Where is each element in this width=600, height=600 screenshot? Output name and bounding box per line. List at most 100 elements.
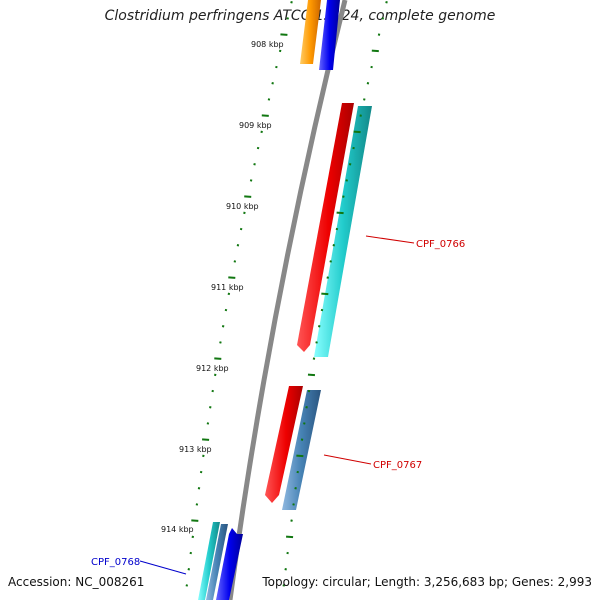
inner-ruler-tick-mark xyxy=(213,373,217,377)
outer-ruler-tick-mark xyxy=(370,65,373,69)
outer-ruler-tick-mark xyxy=(366,82,370,85)
inner-ruler-ticks xyxy=(185,1,293,587)
outer-ruler-tick-mark xyxy=(352,146,355,150)
inner-ruler-tick-mark xyxy=(224,308,228,312)
inner-ruler-tick-mark xyxy=(191,535,195,539)
outer-ruler-tick-mark xyxy=(381,17,385,20)
map-title: Clostridium perfringens ATCC 13124, comp… xyxy=(104,8,496,24)
outer-ruler-tick-mark xyxy=(300,438,304,441)
gene-label-cpf0767[interactable]: CPF_0767 xyxy=(373,460,422,471)
gene-cyan-cpf0766 xyxy=(314,106,372,357)
inner-ruler-tick-mark xyxy=(228,276,236,279)
inner-ruler-tick-mark xyxy=(206,422,210,425)
outer-ruler-tick-mark xyxy=(359,114,362,117)
outer-ruler-tick-mark xyxy=(336,211,344,215)
tick-label-911: 911 kbp xyxy=(211,283,244,292)
outer-ruler-tick-mark xyxy=(329,260,332,263)
outer-ruler-tick-mark xyxy=(286,551,289,555)
gene-label-cpf0766[interactable]: CPF_0766 xyxy=(416,239,465,250)
inner-ruler-tick-mark xyxy=(249,179,253,182)
outer-ruler-tick-mark xyxy=(321,292,329,296)
tick-label-914: 914 kbp xyxy=(161,525,194,534)
outer-ruler-tick-mark xyxy=(307,373,316,377)
outer-ruler-tick-mark xyxy=(296,454,304,458)
outer-ruler-tick-mark xyxy=(326,276,329,279)
inner-ruler-tick-mark xyxy=(236,244,240,247)
inner-ruler-tick-mark xyxy=(189,551,193,555)
inner-ruler-tick-mark xyxy=(275,65,278,69)
outer-ruler-tick-mark xyxy=(312,357,316,360)
inner-ruler-tick-mark xyxy=(280,33,288,36)
inner-ruler-tick-mark xyxy=(253,163,256,166)
outer-ruler-tick-mark xyxy=(385,1,388,4)
inner-ruler-tick-mark xyxy=(243,211,246,215)
inner-ruler-tick-mark xyxy=(185,584,189,587)
gene-features xyxy=(198,0,372,600)
outer-ruler-tick-mark xyxy=(332,244,336,247)
inner-ruler-tick-mark xyxy=(233,260,237,263)
gene-steelblue-cpf0767 xyxy=(282,390,321,510)
label-line-cpf0768 xyxy=(139,560,187,575)
topology-info: Topology: circular; Length: 3,256,683 bp… xyxy=(262,575,592,589)
outer-ruler-tick-mark xyxy=(284,568,287,571)
gene-blue-cpf0768 xyxy=(216,528,243,600)
tick-label-910: 910 kbp xyxy=(226,202,259,211)
outer-ruler-tick-mark xyxy=(377,33,381,36)
outer-ruler-tick-mark xyxy=(320,308,324,312)
outer-ruler-ticks xyxy=(282,1,388,587)
outer-ruler-tick-mark xyxy=(296,470,299,474)
accession-label: Accession: NC_008261 xyxy=(8,575,145,589)
label-line-cpf0766 xyxy=(365,235,415,244)
inner-ruler-tick-mark xyxy=(239,227,243,231)
outer-ruler-tick-mark xyxy=(348,163,352,166)
inner-ruler-tick-mark xyxy=(202,454,205,458)
gene-blue-partial-top xyxy=(319,0,340,70)
tick-label-909: 909 kbp xyxy=(239,121,272,130)
gene-orange-partial xyxy=(300,0,321,64)
inner-ruler-tick-mark xyxy=(187,568,191,571)
outer-ruler-tick-mark xyxy=(282,584,285,587)
inner-ruler-tick-mark xyxy=(261,114,269,117)
outer-ruler-tick-mark xyxy=(286,535,294,539)
label-line-cpf0767 xyxy=(323,454,372,465)
outer-ruler-tick-mark xyxy=(335,227,339,231)
inner-ruler-tick-mark xyxy=(199,470,203,474)
inner-ruler-tick-mark xyxy=(211,389,214,393)
inner-ruler-tick-mark xyxy=(195,503,199,506)
gene-red-cpf0766 xyxy=(297,103,354,352)
outer-ruler-tick-mark xyxy=(305,406,308,409)
ruler-tick-labels: 908 kbp 909 kbp 910 kbp 911 kbp 912 kbp … xyxy=(161,40,284,534)
tick-label-912: 912 kbp xyxy=(196,364,229,373)
outer-ruler-tick-mark xyxy=(318,325,321,328)
inner-ruler-tick-mark xyxy=(278,49,282,53)
inner-ruler-tick-mark xyxy=(219,341,222,344)
inner-ruler-tick-mark xyxy=(256,146,260,150)
gene-cyan-bottom xyxy=(198,522,220,600)
outer-ruler-tick-mark xyxy=(363,98,366,101)
tick-label-913: 913 kbp xyxy=(179,445,212,454)
inner-ruler-tick-mark xyxy=(209,406,212,409)
genome-backbone xyxy=(227,0,348,600)
tick-label-908: 908 kbp xyxy=(251,40,284,49)
inner-ruler-tick-mark xyxy=(267,98,271,101)
inner-ruler-tick-mark xyxy=(260,130,263,134)
inner-ruler-tick-mark xyxy=(202,438,210,441)
gene-steelblue-bottom xyxy=(206,524,228,600)
inner-ruler-tick-mark xyxy=(197,487,201,490)
outer-ruler-tick-mark xyxy=(290,519,293,522)
outer-ruler-tick-mark xyxy=(353,130,361,134)
inner-ruler-tick-mark xyxy=(214,357,222,360)
inner-ruler-tick-mark xyxy=(290,1,293,4)
gene-label-cpf0768[interactable]: CPF_0768 xyxy=(91,557,140,568)
outer-ruler-tick-mark xyxy=(307,389,311,393)
inner-ruler-tick-mark xyxy=(244,195,252,198)
outer-ruler-tick-mark xyxy=(371,49,379,53)
outer-ruler-tick-mark xyxy=(315,341,318,344)
inner-ruler-tick-mark xyxy=(227,292,231,296)
inner-ruler-tick-mark xyxy=(271,82,274,85)
gene-red-cpf0767 xyxy=(265,386,303,503)
outer-ruler-tick-mark xyxy=(342,195,345,198)
inner-ruler-tick-mark xyxy=(191,519,199,522)
inner-ruler-tick-mark xyxy=(221,325,225,328)
